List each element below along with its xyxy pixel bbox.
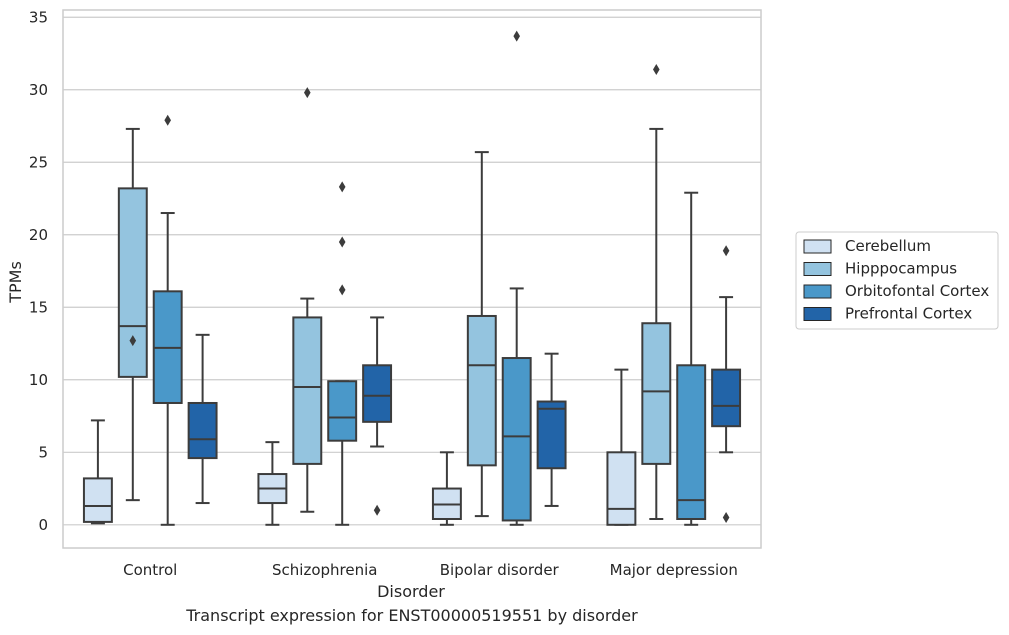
box-0-3 [606,368,637,526]
x-axis: Control Schizophrenia Bipolar disorder Majo… [123,561,738,579]
box-0-2 [431,451,462,526]
y-tick-label: 10 [29,371,48,389]
outlier-point [338,236,346,248]
outlier-point [129,335,137,347]
legend-label: Orbitofontal Cortex [845,282,989,300]
y-axis-title: TPMs [6,261,25,304]
y-tick-label: 15 [29,298,48,316]
legend-frame [795,231,999,330]
y-tick-label: 35 [29,8,48,26]
legend: Cerebellum Hipppocampus Orbitofontal Corte… [795,231,999,330]
outlier-point [338,284,346,296]
box-1-1 [292,87,323,513]
box [711,368,742,428]
outlier-point [164,114,171,126]
box-0-1 [257,441,288,526]
x-tick-label: Schizophrenia [272,561,377,579]
box-2-1 [327,181,358,526]
box-1-3 [641,63,672,520]
x-tick-label: Bipolar disorder [440,561,560,579]
box [327,380,358,442]
outlier-point [722,512,730,524]
legend-swatch [803,239,832,254]
box [117,187,148,378]
outlier-point [722,245,730,257]
legend-swatch [803,307,832,321]
box-3-3 [711,245,742,524]
x-tick-label: Major depression [610,561,738,579]
box-1-2 [466,151,497,518]
box-2-2 [501,30,532,526]
box [641,322,672,465]
y-tick-label: 25 [29,153,48,171]
box [187,401,218,460]
figure-caption: Transcript expression for ENST0000051955… [186,606,638,625]
x-tick-label: Control [123,561,177,579]
outlier-point [653,63,660,75]
box-2-0 [152,114,183,526]
outlier-point [513,30,520,42]
box [536,400,567,470]
box-3-1 [362,316,393,516]
box [606,451,637,526]
box [501,357,532,522]
box-1-0 [117,127,148,502]
outlier-point [338,181,346,193]
plot-series [82,30,742,526]
box [82,477,113,523]
y-tick-label: 5 [38,443,48,461]
outlier-point [373,504,381,516]
legend-swatch [803,284,832,299]
outlier-point [304,87,311,99]
box-2-3 [676,191,707,526]
box [362,364,393,423]
box-0-0 [82,419,113,525]
y-tick-label: 30 [29,81,48,99]
legend-label: Hipppocampus [845,260,957,278]
box [292,316,323,465]
y-axis: 0 5 10 15 20 25 30 35 [29,8,48,534]
box-3-2 [536,352,567,507]
legend-swatch [803,262,832,276]
y-tick-label: 0 [38,516,48,534]
box [466,314,497,467]
y-tick-label: 20 [29,226,48,244]
legend-label: Cerebellum [845,237,931,255]
x-axis-title: Disorder [377,582,445,601]
box [676,364,707,520]
legend-label: Prefrontal Cortex [845,305,972,323]
plot-frame [62,9,762,549]
box-3-0 [187,333,218,505]
